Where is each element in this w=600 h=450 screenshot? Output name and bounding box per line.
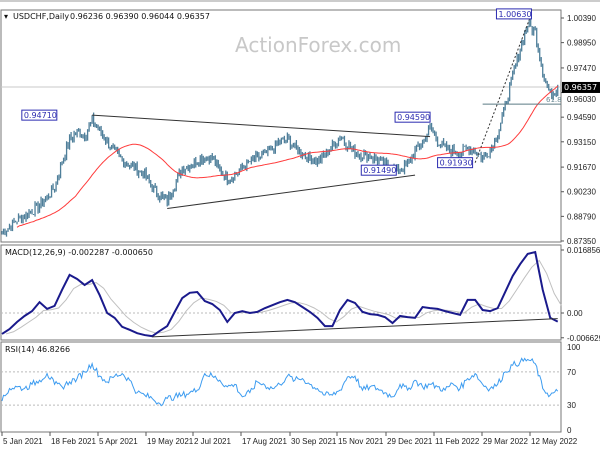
y-tick-label: 0.97470 [567,64,596,73]
x-tick-label: 2 Jul 2021 [194,437,231,446]
triangle-upper-trendline [92,114,431,138]
x-tick-label: 30 Sep 2021 [291,437,337,446]
x-tick-label: 19 May 2021 [147,437,194,446]
price-panel [0,9,562,243]
macd-title: MACD(12,26,9) -0.002287 -0.000650 [5,248,153,257]
y-tick-label: 0.016856 [567,246,600,255]
price-label-box [21,109,58,121]
moving-average-line [16,85,559,228]
x-tick-label: 29 Dec 2021 [387,437,433,446]
x-tick-label: 15 Nov 2021 [338,437,384,446]
macd-line [1,250,559,338]
price-label: 0.91490 [363,166,396,175]
dropdown-arrow-icon[interactable]: ▾ [4,12,8,21]
ohlc-values: 0.96236 0.96390 0.96044 0.96357 [70,12,210,21]
price-label-box [495,8,532,20]
x-tick-label: 12 May 2022 [531,437,578,446]
x-tick-label: 18 Feb 2021 [51,437,96,446]
price-label: 0.94590 [397,113,430,122]
watermark: ActionForex.com [235,33,401,57]
fib-618-label: 61.8 [546,96,562,104]
y-tick-label: 1.00390 [567,14,596,23]
price-label: 0.91930 [440,159,473,168]
macd-trendline [152,318,558,338]
x-tick-label: 29 Mar 2022 [483,437,528,446]
rsi-title: RSI(14) 46.8266 [5,345,70,354]
price-label-box [437,157,474,169]
y-tick-label: 0.91670 [567,163,596,172]
y-tick-label: 0.96030 [567,95,596,104]
price-label-box [360,164,397,176]
y-tick-label: 0.90230 [567,188,596,197]
y-tick-label: 0.94590 [567,113,596,122]
rsi-panel [0,341,562,433]
last-price-tag [562,81,600,93]
y-tick-label: 0.88790 [567,212,596,221]
y-tick-label: 0 [567,426,572,435]
macd-chart: 0.016856 0.00 -0.006629 [1,246,600,343]
price-label: 0.94710 [24,111,57,120]
y-tick-label: 70 [567,368,576,377]
macd-panel [0,244,562,341]
rsi-line [1,357,559,407]
y-tick-label: 100 [567,343,581,352]
y-tick-label: 0.00 [567,309,583,318]
x-tick-label: 17 Aug 2021 [242,437,287,446]
symbol-title: USDCHF,Daily [13,12,69,21]
y-tick-label: 30 [567,401,576,410]
y-tick-label: 0.87350 [567,237,596,246]
price-chart: 1.00390 0.98950 0.97470 0.96030 0.94590 0.931… [1,8,600,246]
last-price-value: 0.96357 [564,83,597,92]
y-tick-label: -0.006629 [567,334,600,343]
price-label-box [394,111,431,123]
macd-signal-line [5,259,563,335]
x-tick-label: 5 Apr 2021 [99,437,138,446]
rsi-chart: 100 70 30 0 [1,343,581,435]
rally-trendline [474,13,532,163]
triangle-lower-trendline [167,174,416,209]
y-tick-label: 0.98950 [567,39,596,48]
x-axis: 5 Jan 2021 18 Feb 2021 5 Apr 2021 19 May 20… [1,432,578,446]
price-label: 1.00630 [498,10,531,19]
x-tick-label: 5 Jan 2021 [3,437,43,446]
y-tick-label: 0.93150 [567,138,596,147]
x-tick-label: 11 Feb 2022 [435,437,480,446]
